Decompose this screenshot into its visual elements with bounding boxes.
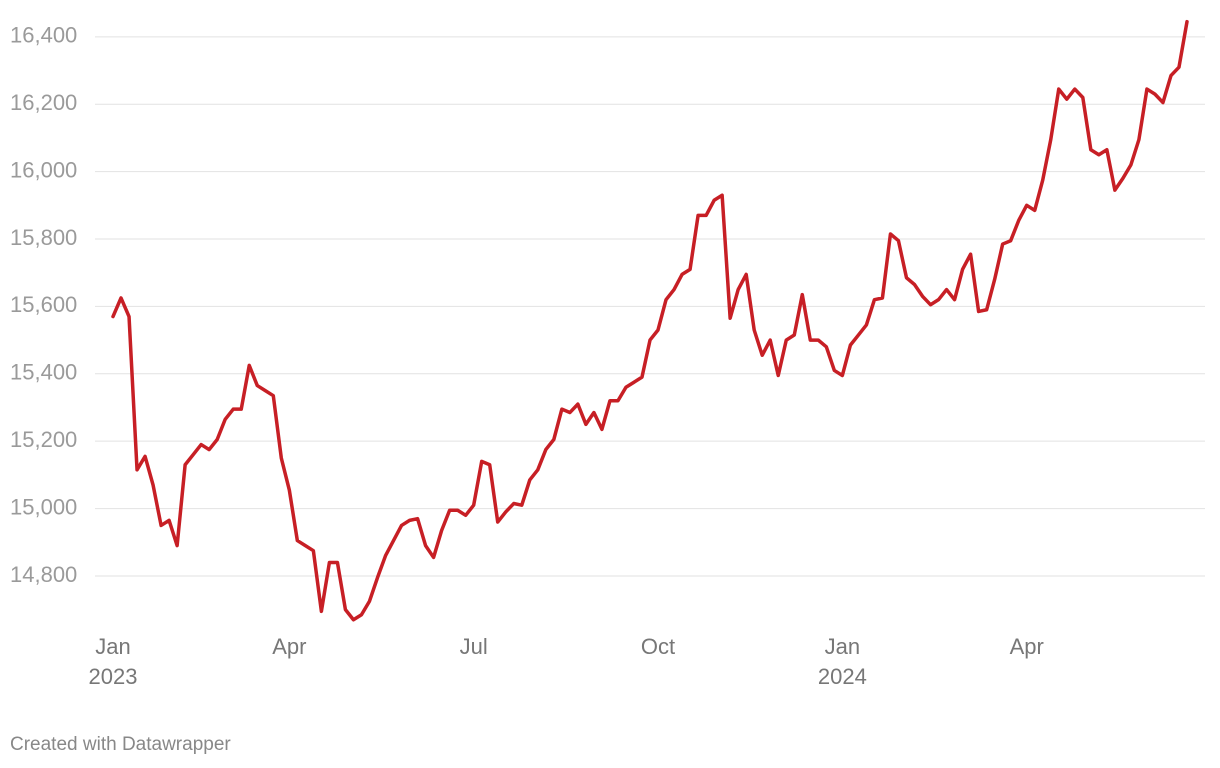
x-tick-label: Oct [641, 634, 675, 659]
y-tick-label: 15,200 [10, 427, 77, 452]
x-tick-label: Apr [272, 634, 306, 659]
y-tick-label: 15,400 [10, 360, 77, 385]
y-tick-label: 14,800 [10, 562, 77, 587]
y-tick-label: 15,600 [10, 292, 77, 317]
x-tick-label: Jul [460, 634, 488, 659]
price-line [111, 19, 1189, 622]
source-note: Created with Datawrapper [10, 734, 231, 755]
y-tick-label: 16,000 [10, 157, 77, 182]
x-tick-label: Jan 2023 [89, 634, 138, 689]
y-tick-label: 16,200 [10, 90, 77, 115]
x-tick-label: Jan 2024 [818, 634, 867, 689]
y-tick-label: 16,400 [10, 23, 77, 48]
y-tick-label: 15,000 [10, 494, 77, 519]
y-tick-label: 15,800 [10, 225, 77, 250]
x-tick-label: Apr [1010, 634, 1044, 659]
